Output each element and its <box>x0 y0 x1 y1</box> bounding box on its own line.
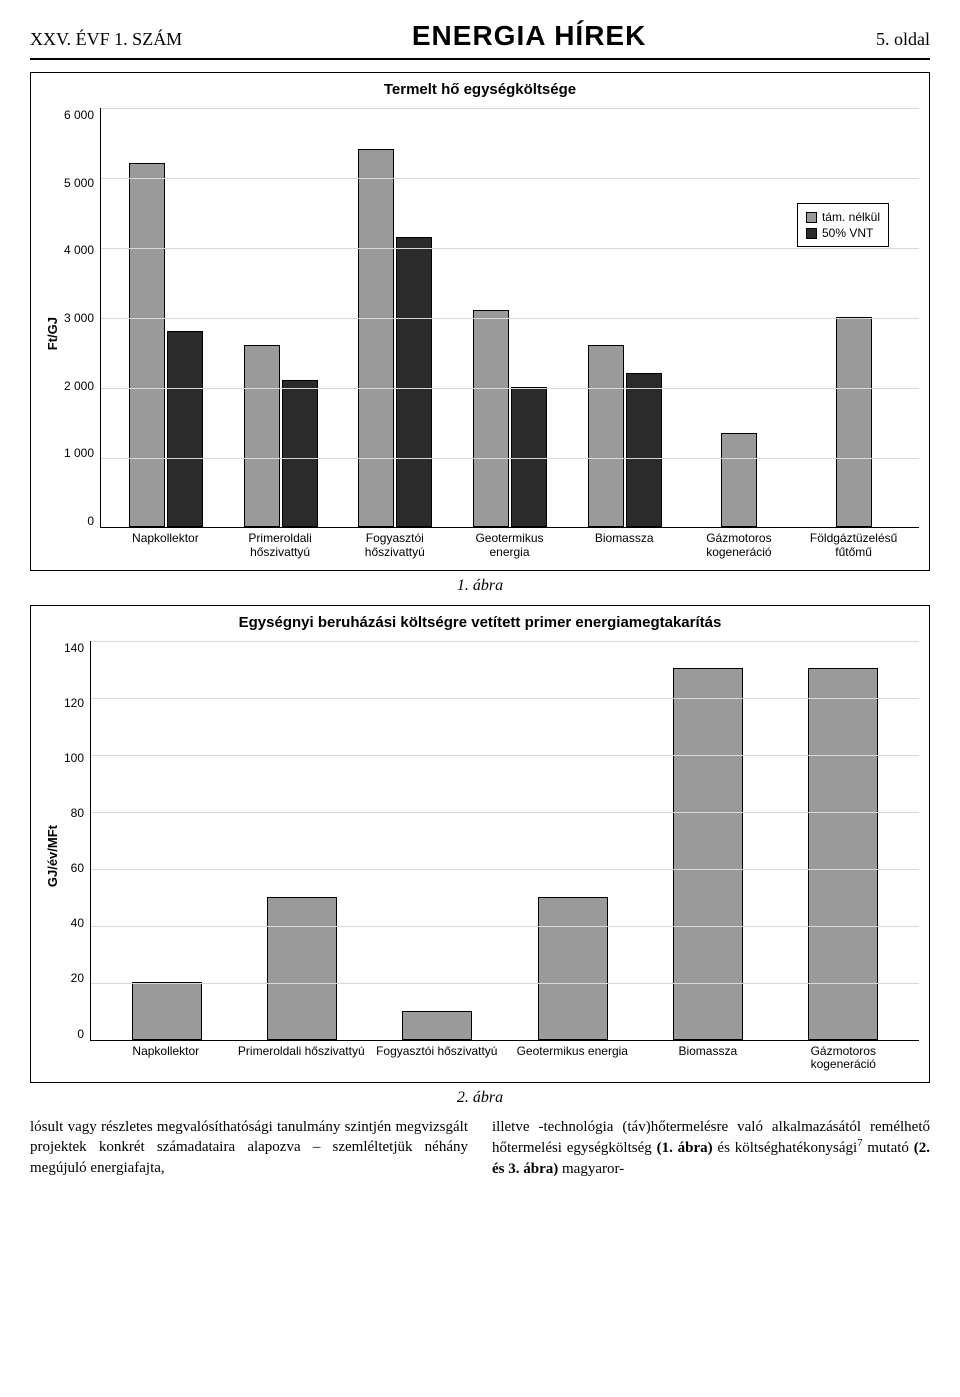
chart-1: Termelt hő egységköltsége Ft/GJ 6 000 5 0… <box>30 72 930 571</box>
chart-2-ytick: 20 <box>64 971 84 985</box>
bar <box>626 373 662 527</box>
bar <box>282 380 318 527</box>
chart-2-xlabel: Napkollektor <box>98 1045 234 1073</box>
chart-2-caption: 2. ábra <box>30 1089 930 1107</box>
bar <box>396 237 432 528</box>
chart-1-xlabel: Napkollektor <box>108 532 223 560</box>
bar-group <box>99 982 234 1039</box>
chart-2-ytick: 80 <box>64 806 84 820</box>
bar <box>721 433 757 528</box>
chart-1-ytick: 3 000 <box>64 311 94 325</box>
chart-2-bars <box>91 641 919 1040</box>
body-col-left: lósult vagy részletes megvalósíthatósági… <box>30 1117 468 1179</box>
bar-group <box>682 433 797 528</box>
chart-1-title: Termelt hő egységköltsége <box>41 81 919 98</box>
chart-2-ytick: 40 <box>64 916 84 930</box>
chart-1-ylabel: Ft/GJ <box>41 317 64 350</box>
bar <box>473 310 509 527</box>
bar <box>402 1011 472 1040</box>
chart-2-plot <box>90 641 919 1041</box>
chart-2-xlabel: Biomassza <box>640 1045 776 1073</box>
chart-1-ytick: 6 000 <box>64 108 94 122</box>
chart-2-title: Egységnyi beruházási költségre vetített … <box>41 614 919 631</box>
chart-1-ytick: 0 <box>64 514 94 528</box>
chart-2-xlabels: NapkollektorPrimeroldali hőszivattyúFogy… <box>90 1041 919 1073</box>
bar <box>511 387 547 527</box>
bar-group <box>505 897 640 1040</box>
chart-1-ytick: 2 000 <box>64 379 94 393</box>
bar <box>358 149 394 527</box>
bar-group <box>453 310 568 527</box>
chart-1-xlabel: Földgáztüzelésűfűtőmű <box>796 532 911 560</box>
chart-2-ytick: 60 <box>64 861 84 875</box>
bar <box>588 345 624 527</box>
chart-2: Egységnyi beruházási költségre vetített … <box>30 605 930 1084</box>
header-page: 5. oldal <box>876 29 930 50</box>
bar-group <box>234 897 369 1040</box>
bar <box>129 163 165 527</box>
chart-1-xlabels: NapkollektorPrimeroldalihőszivattyúFogya… <box>100 528 919 560</box>
chart-1-ytick: 5 000 <box>64 176 94 190</box>
chart-1-xlabel: Primeroldalihőszivattyú <box>223 532 338 560</box>
chart-1-caption: 1. ábra <box>30 577 930 595</box>
header-title: ENERGIA HÍREK <box>412 20 646 52</box>
bar <box>167 331 203 527</box>
chart-2-ylabel: GJ/év/MFt <box>41 825 64 887</box>
chart-1-xlabel: Geotermikusenergia <box>452 532 567 560</box>
chart-1-xlabel: Biomassza <box>567 532 682 560</box>
body-col-right: illetve -technológia (táv)hőtermelésre v… <box>492 1117 930 1179</box>
fig-ref: (1. ábra) <box>657 1140 713 1156</box>
chart-2-xlabel: Primeroldali hőszivattyú <box>234 1045 370 1073</box>
chart-1-ytick: 4 000 <box>64 243 94 257</box>
chart-2-ytick: 100 <box>64 751 84 765</box>
bar-group <box>109 163 224 527</box>
chart-1-yticks: 6 000 5 000 4 000 3 000 2 000 1 000 0 <box>64 108 100 528</box>
chart-2-xlabel: Fogyasztói hőszivattyú <box>369 1045 505 1073</box>
chart-2-yticks: 140 120 100 80 60 40 20 0 <box>64 641 90 1041</box>
bar <box>538 897 608 1040</box>
chart-1-xlabel: Fogyasztóihőszivattyú <box>337 532 452 560</box>
body-text: lósult vagy részletes megvalósíthatósági… <box>30 1117 930 1179</box>
chart-2-ytick: 0 <box>64 1027 84 1041</box>
bar-group <box>224 345 339 527</box>
chart-2-xlabel: Gázmotoroskogeneráció <box>776 1045 912 1073</box>
bar-group <box>370 1011 505 1040</box>
header-issue: XXV. ÉVF 1. SZÁM <box>30 29 182 50</box>
chart-2-ytick: 140 <box>64 641 84 655</box>
chart-1-ytick: 1 000 <box>64 446 94 460</box>
footnote-ref: 7 <box>857 1138 862 1149</box>
bar-group <box>567 345 682 527</box>
chart-2-ytick: 120 <box>64 696 84 710</box>
chart-2-xlabel: Geotermikus energia <box>505 1045 641 1073</box>
bar <box>132 982 202 1039</box>
page-header: XXV. ÉVF 1. SZÁM ENERGIA HÍREK 5. oldal <box>30 20 930 60</box>
bar <box>244 345 280 527</box>
chart-1-xlabel: Gázmotoroskogeneráció <box>682 532 797 560</box>
bar <box>267 897 337 1040</box>
bar-group <box>338 149 453 527</box>
bar-group <box>796 317 911 527</box>
chart-1-plot: tám. nélkül50% VNT <box>100 108 919 528</box>
bar <box>836 317 872 527</box>
